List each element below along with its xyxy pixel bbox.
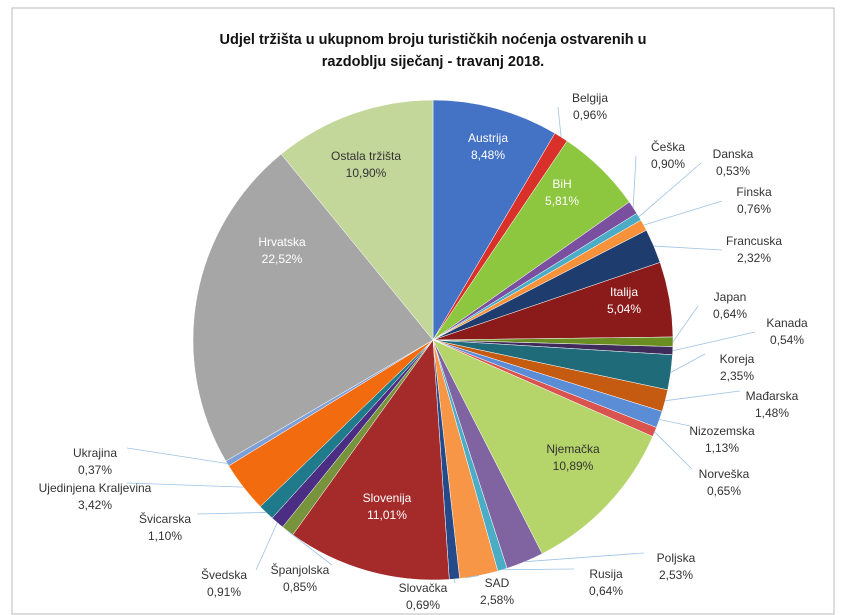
pie-slice (192, 153, 434, 462)
slice-label: Belgija (572, 91, 608, 105)
value-label: 2,32% (737, 251, 771, 265)
leader-line (659, 419, 691, 427)
value-label: 0,64% (589, 584, 623, 598)
leader-line (653, 245, 723, 251)
value-label: 0,69% (406, 598, 440, 612)
leader-line (126, 447, 228, 464)
slice-label: Kanada (766, 316, 808, 330)
chart-title: razdoblju siječanj - travanj 2018. (322, 54, 544, 70)
value-label: 1,13% (705, 441, 739, 455)
pie-slice (432, 339, 654, 555)
value-label: 5,04% (607, 302, 641, 316)
slice-label: Ujedinjena Kraljevina (39, 481, 152, 495)
value-label: 1,10% (148, 529, 182, 543)
value-label: 5,81% (545, 194, 579, 208)
value-label: 3,42% (78, 498, 112, 512)
leader-line (196, 512, 267, 515)
value-label: 0,53% (716, 164, 750, 178)
value-label: 0,96% (573, 108, 607, 122)
slice-label: Japan (714, 290, 747, 304)
leader-line (672, 305, 699, 343)
slice-label: Danska (713, 147, 754, 161)
value-label: 1,48% (755, 406, 789, 420)
value-label: 0,76% (737, 202, 771, 216)
slice-label: Austrija (468, 131, 508, 145)
leader-line (654, 431, 693, 470)
slice-label: Ukrajina (73, 446, 117, 460)
slice-label: Češka (651, 139, 685, 154)
slice-label: Ostala tržišta (331, 149, 401, 163)
leader-line (126, 482, 244, 488)
leader-line (524, 552, 645, 563)
leader-line (464, 575, 479, 579)
value-label: 0,64% (713, 307, 747, 321)
leader-line (643, 200, 723, 226)
value-label: 10,90% (346, 166, 387, 180)
slice-label: Mađarska (746, 389, 799, 403)
leader-line (287, 530, 333, 566)
leader-line (638, 162, 702, 218)
slice-label: Hrvatska (258, 235, 306, 249)
slice-label: Rusija (589, 567, 623, 581)
slice-label: Finska (736, 185, 772, 199)
value-label: 0,90% (651, 157, 685, 171)
value-label: 11,01% (367, 508, 407, 522)
value-label: 8,48% (471, 148, 505, 162)
slice-label: Švicarska (139, 511, 191, 526)
slice-label: Koreja (720, 352, 755, 366)
leader-line (502, 568, 575, 571)
slice-label: BiH (552, 177, 571, 191)
pie-slice (280, 99, 434, 341)
value-label: 0,54% (770, 333, 804, 347)
value-label: 0,85% (283, 580, 317, 594)
slice-label: Italija (610, 285, 638, 299)
value-label: 0,65% (707, 484, 741, 498)
value-label: 2,58% (480, 593, 514, 607)
pie-slice (432, 99, 556, 341)
leader-line (255, 522, 278, 571)
slice-label: Nizozemska (689, 424, 755, 438)
value-label: 22,52% (262, 252, 303, 266)
value-label: 2,35% (720, 369, 754, 383)
leader-line (665, 390, 741, 402)
slice-label: Njemačka (546, 442, 600, 456)
leader-line (672, 331, 756, 352)
value-label: 2,53% (659, 568, 693, 582)
slice-label: Slovenija (363, 491, 412, 505)
value-label: 10,89% (553, 459, 594, 473)
slice-label: SAD (485, 576, 510, 590)
slice-label: Francuska (726, 234, 782, 248)
slice-label: Norveška (699, 467, 750, 481)
leader-line (632, 155, 637, 208)
slice-label: Švedska (201, 567, 247, 582)
leader-line (557, 106, 562, 138)
slice-label: Poljska (657, 551, 696, 565)
leader-line (454, 578, 456, 584)
value-label: 0,37% (78, 463, 112, 477)
slice-label: Slovačka (399, 581, 448, 595)
chart-title: Udjel tržišta u ukupnom broju turistički… (220, 32, 647, 48)
value-label: 0,91% (207, 585, 241, 599)
slice-label: Španjolska (271, 562, 330, 577)
pie-slice (292, 339, 450, 581)
leader-line (670, 353, 706, 373)
